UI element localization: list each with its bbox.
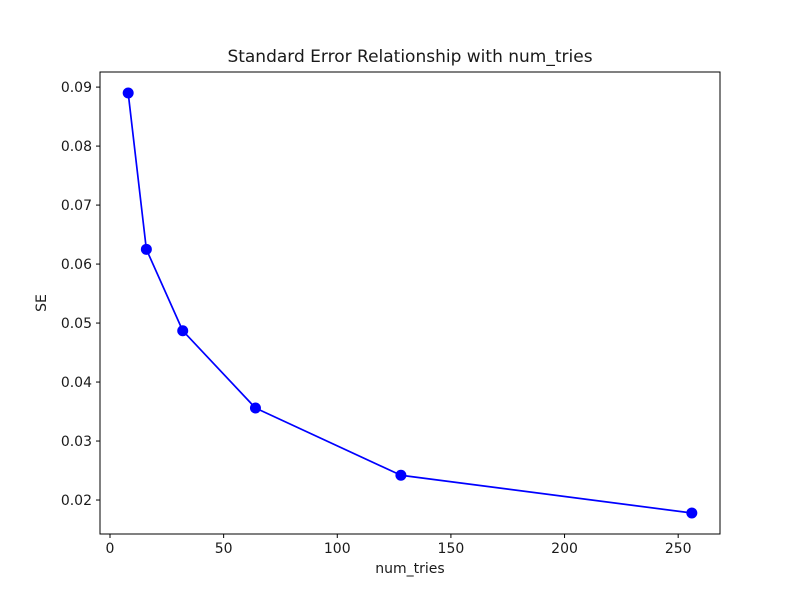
x-tick-label: 150: [438, 541, 465, 557]
y-tick-label: 0.03: [61, 434, 92, 450]
x-tick-label: 250: [665, 541, 692, 557]
data-point: [122, 87, 134, 99]
x-tick-label: 200: [551, 541, 578, 557]
y-tick-label: 0.06: [61, 257, 92, 273]
axes-box: [99, 71, 721, 535]
y-tick-label: 0.05: [61, 316, 92, 332]
y-tick-label: 0.07: [61, 198, 92, 214]
x-tick-label: 0: [106, 541, 115, 557]
data-point: [686, 507, 698, 519]
y-tick-label: 0.04: [61, 375, 92, 391]
x-axis-label: num_tries: [375, 561, 444, 577]
data-point: [177, 325, 189, 337]
data-point: [140, 243, 152, 255]
data-point: [249, 402, 261, 414]
plot-area: 0 50 100 150 200 250 0.02 0.03 0.04 0.05 0.06 0.07 0…: [61, 71, 721, 557]
x-tick-label: 100: [324, 541, 351, 557]
y-tick-label: 0.02: [61, 493, 92, 509]
y-axis-label: SE: [34, 294, 50, 312]
y-tick-label: 0.08: [61, 139, 92, 155]
x-tick-label: 50: [215, 541, 233, 557]
data-line: [127, 92, 692, 514]
data-point: [395, 469, 407, 481]
y-tick-label: 0.09: [61, 80, 92, 96]
chart-title: Standard Error Relationship with num_tri…: [227, 47, 592, 67]
